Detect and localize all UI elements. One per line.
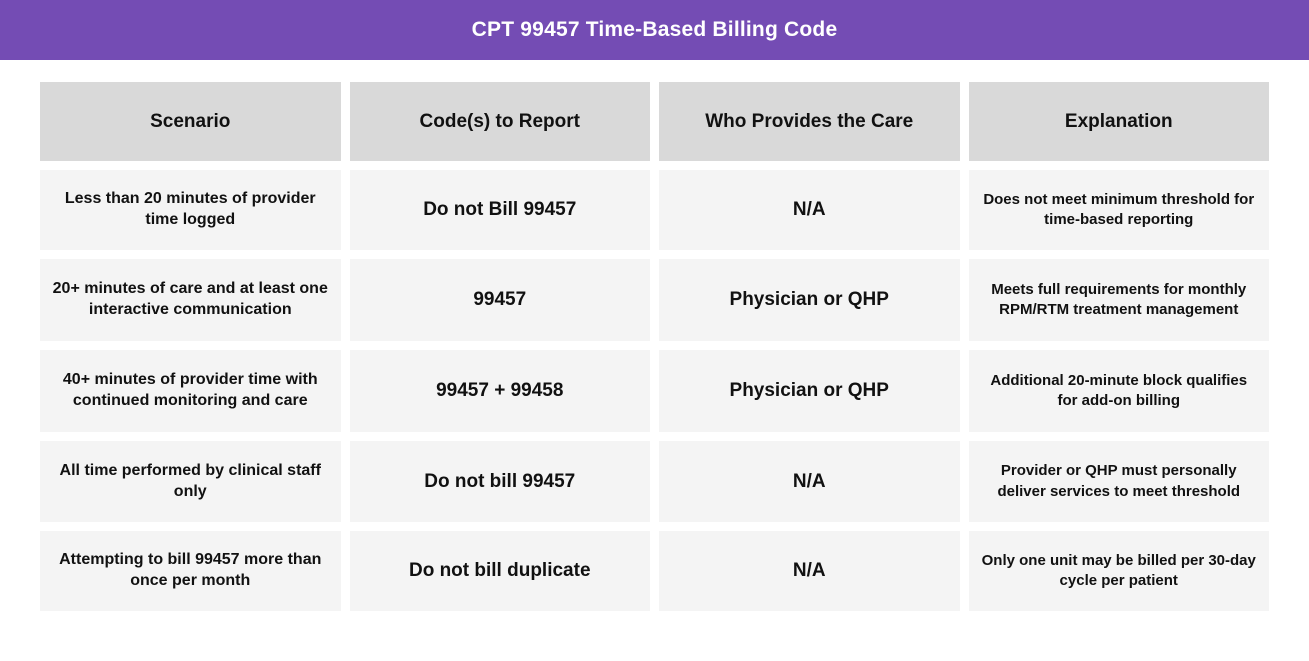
scenario-cell: All time performed by clinical staff onl…	[40, 441, 341, 522]
explanation-cell: Does not meet minimum threshold for time…	[968, 170, 1269, 250]
column-header-codes: Code(s) to Report	[349, 82, 650, 161]
code-cell: Do not Bill 99457	[349, 170, 650, 250]
explanation-cell: Only one unit may be billed per 30-day c…	[968, 531, 1269, 611]
code-cell: 99457 + 99458	[349, 350, 650, 432]
billing-table: Scenario Code(s) to Report Who Provides …	[40, 82, 1269, 611]
scenario-cell: Less than 20 minutes of provider time lo…	[40, 170, 341, 250]
scenario-cell: Attempting to bill 99457 more than once …	[40, 531, 341, 611]
column-header-scenario: Scenario	[40, 82, 341, 161]
code-cell: 99457	[349, 259, 650, 341]
who-cell: N/A	[659, 441, 960, 522]
code-cell: Do not bill 99457	[349, 441, 650, 522]
page-title: CPT 99457 Time-Based Billing Code	[471, 18, 838, 41]
code-cell: Do not bill duplicate	[349, 531, 650, 611]
scenario-cell: 40+ minutes of provider time with contin…	[40, 350, 341, 432]
column-header-who: Who Provides the Care	[659, 82, 960, 161]
who-cell: Physician or QHP	[659, 350, 960, 432]
explanation-cell: Provider or QHP must personally deliver …	[968, 441, 1269, 522]
who-cell: Physician or QHP	[659, 259, 960, 341]
title-bar: CPT 99457 Time-Based Billing Code	[0, 0, 1309, 60]
explanation-cell: Additional 20-minute block qualifies for…	[968, 350, 1269, 432]
who-cell: N/A	[659, 170, 960, 250]
column-header-explanation: Explanation	[968, 82, 1269, 161]
scenario-cell: 20+ minutes of care and at least one int…	[40, 259, 341, 341]
explanation-cell: Meets full requirements for monthly RPM/…	[968, 259, 1269, 341]
who-cell: N/A	[659, 531, 960, 611]
